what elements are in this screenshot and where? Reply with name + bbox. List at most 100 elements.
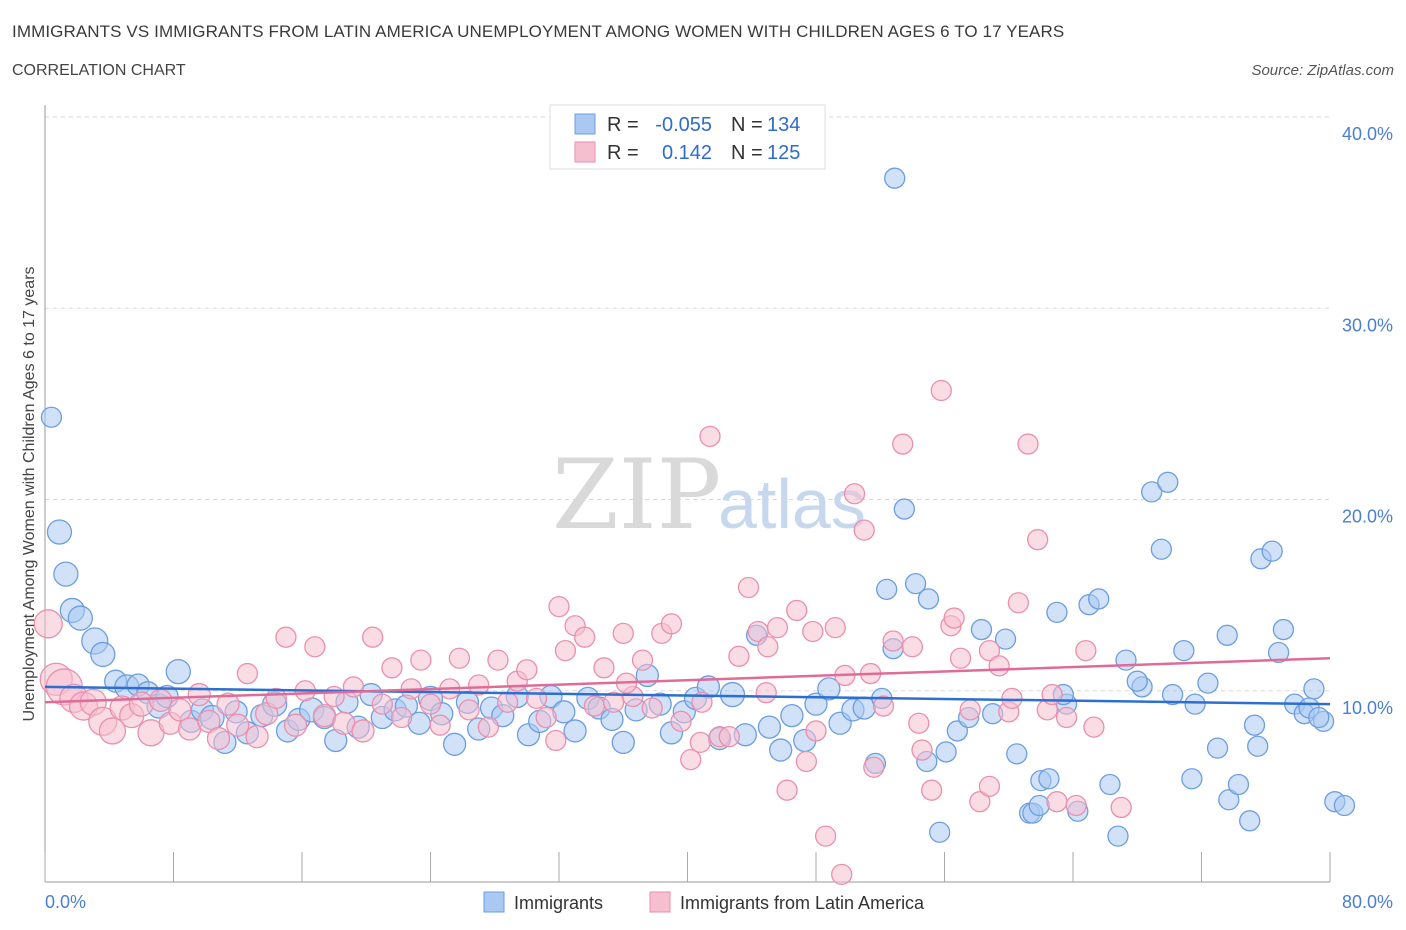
legend-label-immigrants: Immigrants — [514, 893, 603, 913]
latin-america-point — [978, 639, 1001, 662]
latin-america-point — [1027, 529, 1049, 551]
latin-america-point — [641, 697, 663, 719]
immigrants-point — [757, 715, 782, 739]
latin-america-point — [487, 649, 509, 671]
immigrants-point — [893, 498, 915, 520]
latin-america-point — [525, 687, 548, 710]
latin-america-point — [824, 616, 846, 639]
latin-america-point — [908, 712, 930, 734]
latin-america-point — [949, 647, 972, 669]
immigrants-point — [1181, 768, 1203, 790]
stats-blue-r-label: R = — [607, 114, 639, 136]
immigrants-point — [90, 641, 116, 668]
latin-america-point — [535, 706, 557, 729]
immigrants-point — [1161, 683, 1184, 706]
latin-america-point — [1083, 716, 1105, 738]
latin-america-point — [699, 425, 721, 448]
legend-swatch-immigrants — [483, 891, 505, 913]
y-tick-label: 10.0% — [1342, 698, 1393, 718]
stats-pink-r-label: R = — [607, 142, 639, 164]
watermark-atlas: atlas — [718, 465, 866, 543]
latin-america-point — [419, 693, 442, 715]
chart-subtitle: CORRELATION CHART — [12, 62, 186, 79]
latin-america-point — [680, 748, 702, 771]
latin-america-point — [351, 719, 375, 743]
trend-line-latin-america — [44, 656, 1331, 704]
immigrants-point — [1197, 672, 1219, 694]
latin-america-point — [245, 725, 269, 749]
stats-legend-box — [549, 104, 826, 170]
legend-label-latin-america: Immigrants from Latin America — [680, 893, 925, 913]
stats-pink-n-label: N = — [731, 142, 763, 164]
immigrants-point — [929, 821, 951, 843]
immigrants-point — [1261, 540, 1283, 562]
latin-america-point — [468, 674, 490, 696]
latin-america-point — [1007, 592, 1030, 614]
trend-lines — [44, 656, 1331, 706]
latin-america-point — [892, 433, 914, 455]
immigrants-point — [1247, 735, 1269, 757]
latin-america-point — [1110, 796, 1132, 819]
immigrants-point — [165, 658, 191, 685]
immigrants-point — [563, 719, 587, 743]
immigrants-point — [876, 578, 898, 601]
stats-swatch-pink — [574, 141, 596, 163]
stats-blue-n-value: 134 — [767, 114, 800, 136]
immigrants-point — [1038, 768, 1060, 790]
immigrants-point — [1046, 601, 1068, 623]
latin-america-point — [853, 519, 875, 541]
latin-america-point — [1046, 791, 1068, 813]
latin-america-point — [728, 645, 750, 667]
immigrants-point — [1126, 670, 1148, 692]
immigrants-point — [442, 732, 467, 756]
latin-america-point — [1001, 687, 1023, 710]
immigrants-point — [40, 406, 63, 428]
latin-america-point — [670, 710, 692, 732]
latin-america-point — [737, 576, 760, 599]
latin-america-point — [1017, 433, 1039, 455]
latin-america-point — [755, 682, 777, 704]
latin-america-point — [660, 613, 683, 635]
immigrants-point — [1239, 810, 1261, 832]
immigrants-point — [719, 681, 746, 708]
latin-america-point — [921, 779, 943, 801]
immigrants-point — [1267, 641, 1290, 664]
immigrants-point — [917, 588, 940, 610]
latin-america-point — [168, 698, 192, 722]
latin-america-point — [216, 692, 240, 716]
immigrants-point — [994, 628, 1017, 650]
latin-america-point — [757, 636, 779, 658]
latin-america-point — [943, 607, 965, 629]
latin-america-point — [843, 483, 866, 505]
latin-america-point — [148, 688, 173, 712]
latin-america-point — [448, 647, 471, 669]
latin-america-point — [275, 626, 297, 648]
latin-america-point — [901, 636, 924, 658]
latin-america-point — [187, 682, 211, 707]
latin-america-point — [802, 620, 824, 643]
immigrants-point — [611, 730, 635, 755]
latin-america-point — [786, 599, 808, 622]
y-tick-label: 20.0% — [1342, 507, 1393, 527]
grid-lines — [45, 116, 1330, 692]
immigrants-point — [769, 738, 793, 762]
immigrants-point — [1206, 737, 1229, 759]
immigrants-point — [1218, 789, 1240, 811]
latin-america-point — [612, 622, 634, 645]
latin-america-point — [805, 720, 827, 742]
immigrants-point — [1115, 649, 1137, 671]
bottom-legend: Immigrants Immigrants from Latin America — [483, 891, 925, 913]
latin-america-point — [516, 659, 538, 681]
immigrants-point — [804, 692, 828, 716]
stats-pink-n-value: 125 — [767, 142, 800, 164]
latin-america-point — [593, 657, 615, 679]
immigrants-point — [1088, 588, 1110, 610]
latin-america-point — [390, 706, 413, 729]
immigrants-point — [1333, 794, 1356, 817]
immigrants-point — [1107, 825, 1129, 847]
latin-america-point — [718, 726, 740, 748]
latin-america-point — [795, 750, 818, 773]
latin-america-point — [969, 791, 991, 813]
latin-america-point — [691, 691, 713, 713]
